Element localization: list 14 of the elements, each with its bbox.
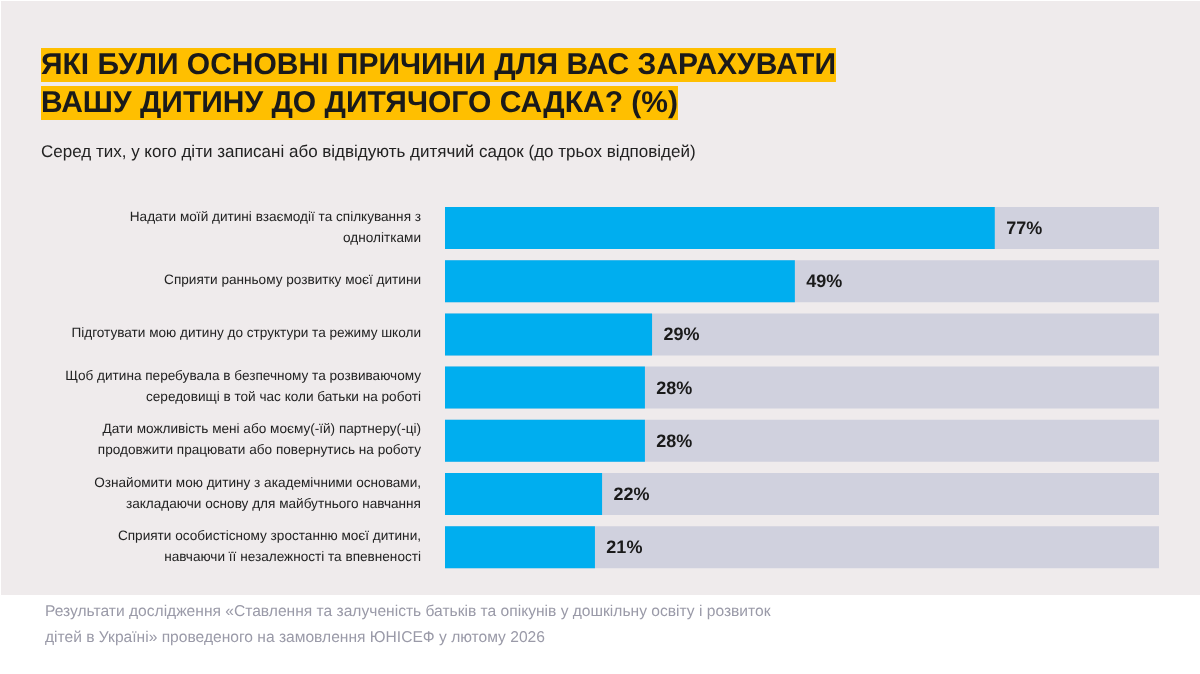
data-label: 77% [1006, 218, 1043, 238]
data-label: 21% [606, 537, 643, 558]
data-label: 29% [663, 324, 700, 345]
data-label: 28% [656, 430, 693, 451]
data-label: 22% [613, 484, 650, 504]
bar [445, 473, 603, 515]
chart-subtitle: Серед тих, у кого діти записані або відвідують дитячий садок (до трьох відповідей) [41, 141, 696, 161]
bar [445, 526, 595, 569]
bar [445, 419, 645, 462]
data-label: 28% [656, 377, 693, 398]
bar [445, 313, 653, 356]
bar [445, 366, 645, 409]
chart-title: ЯКІ БУЛИ ОСНОВНІ ПРИЧИНИ ДЛЯ ВАС ЗАРАХУВАТИ ВАШУ ДИТИНУ ДО ДИТЯЧОГО САДКА? (%) [41, 48, 836, 120]
data-label: 49% [806, 271, 843, 292]
